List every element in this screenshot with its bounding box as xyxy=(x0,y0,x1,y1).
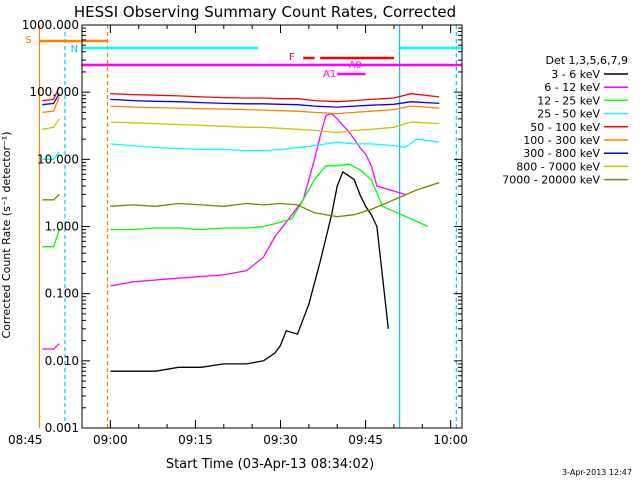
series-line-2-seg1 xyxy=(110,163,429,231)
series-line-8-seg0 xyxy=(42,194,60,201)
series-line-5-seg1 xyxy=(110,105,440,115)
series-line-2-seg0 xyxy=(42,229,60,248)
series-line-6-seg1 xyxy=(110,98,440,108)
x-tick-label-3: 09:30 xyxy=(263,433,298,447)
y-tick-label-1: 100.000 xyxy=(29,85,79,99)
chart-title: HESSI Observing Summary Count Rates, Cor… xyxy=(74,3,456,21)
x-tick-label-0: 08:45 xyxy=(8,433,43,447)
timestamp: 3-Apr-2013 12:47 xyxy=(562,468,632,477)
series-line-1-seg0 xyxy=(42,343,60,350)
y-tick-label-3: 1.000 xyxy=(45,220,79,234)
legend-title: Det 1,3,5,6,7,9 xyxy=(545,54,628,67)
x-tick-label-1: 09:00 xyxy=(93,433,128,447)
legend-label-1: 6 - 12 keV xyxy=(544,81,600,94)
legend-label-4: 50 - 100 keV xyxy=(530,121,600,134)
annotation-a1: A1 xyxy=(323,69,336,80)
series-line-3-seg1 xyxy=(110,138,440,152)
legend-label-7: 800 - 7000 keV xyxy=(516,160,600,173)
annotation-f: F xyxy=(289,52,295,63)
legend-label-3: 25 - 50 keV xyxy=(537,108,600,121)
series-line-5-seg0 xyxy=(42,96,60,114)
legend-label-8: 7000 - 20000 keV xyxy=(502,174,600,187)
x-tick-label-5: 10:00 xyxy=(433,433,468,447)
series-line-6-seg0 xyxy=(42,93,60,106)
series-line-7-seg1 xyxy=(110,121,440,134)
y-axis-label: Corrected Count Rate (s⁻¹ detector⁻¹) xyxy=(0,132,13,339)
series-line-3-seg0 xyxy=(42,151,60,160)
y-tick-label-4: 0.100 xyxy=(45,287,79,301)
axes: 1000.000 100.000 10.000 1.000 0.100 0.010 0.00… xyxy=(8,18,468,447)
series-line-7-seg0 xyxy=(42,118,60,130)
series-line-1-seg1 xyxy=(110,112,406,287)
y-tick-label-0: 1000.000 xyxy=(22,18,79,32)
y-tick-label-5: 0.010 xyxy=(45,354,79,368)
series-line-8-seg1 xyxy=(110,181,440,218)
y-tick-label-6: 0.001 xyxy=(45,421,79,435)
series-line-4-seg0 xyxy=(42,86,60,102)
legend-label-6: 300 - 800 keV xyxy=(523,147,600,160)
x-tick-label-2: 09:15 xyxy=(178,433,213,447)
legend-label-5: 100 - 300 keV xyxy=(523,134,600,147)
plot-frame xyxy=(81,24,463,429)
annotation-n: N xyxy=(71,44,78,55)
annotation-a0: A0 xyxy=(349,60,362,71)
series-line-4-seg1 xyxy=(110,93,440,103)
legend-label-0: 3 - 6 keV xyxy=(551,68,600,81)
y-tick-label-2: 10.000 xyxy=(37,152,79,166)
x-axis-label: Start Time (03-Apr-13 08:34:02) xyxy=(166,457,374,472)
annotation-s: S xyxy=(25,35,31,46)
x-tick-label-4: 09:45 xyxy=(348,433,383,447)
legend-label-2: 12 - 25 keV xyxy=(537,94,600,107)
series-line-0-seg1 xyxy=(110,170,389,372)
plot-area: S N F A0 A1 xyxy=(25,25,462,428)
